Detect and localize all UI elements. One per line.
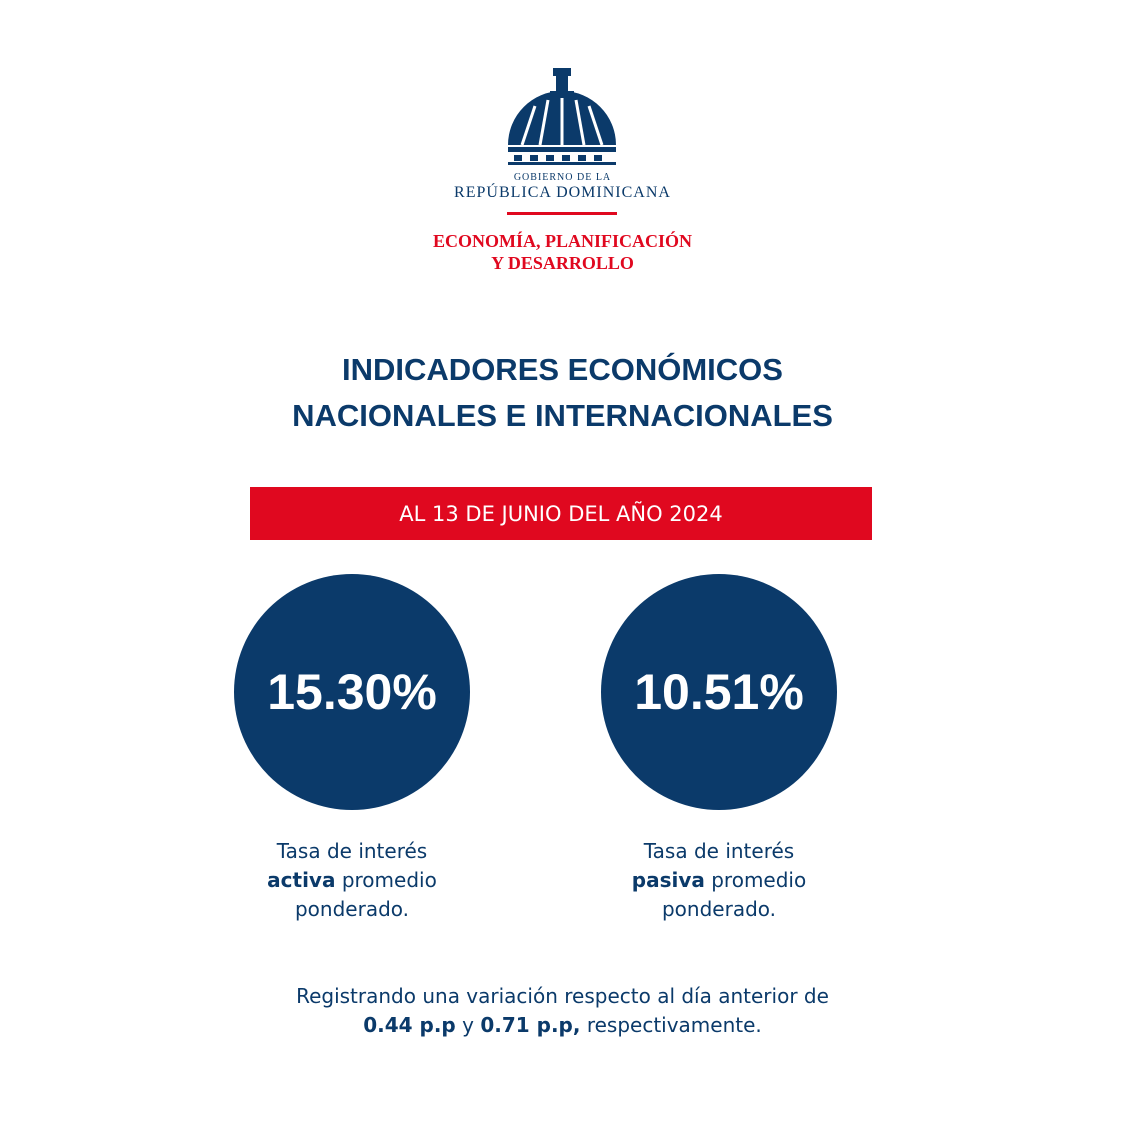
footer: Registrando una variación respecto al dí…: [0, 982, 1125, 1040]
logo-line1: GOBIERNO DE LA: [513, 172, 612, 183]
caption-line: Tasa de interés: [276, 839, 428, 863]
footer-text: y: [462, 1013, 474, 1037]
footer-bold: 0.44 p.p: [363, 1013, 456, 1037]
ministry-line1: ECONOMÍA, PLANIFICACIÓN: [432, 231, 692, 251]
indicator-caption: Tasa de interés pasiva promedio ponderad…: [569, 837, 869, 924]
caption-bold: pasiva: [631, 868, 705, 892]
caption-bold: activa: [267, 868, 336, 892]
logo-line2: REPÚBLICA DOMINICANA: [454, 184, 671, 201]
indicator-value: 15.30%: [267, 664, 437, 720]
title-line2: NACIONALES E INTERNACIONALES: [292, 398, 833, 433]
caption-line: activa promedio: [202, 866, 502, 895]
caption-text: promedio: [711, 868, 807, 892]
indicator-value: 10.51%: [634, 664, 804, 720]
caption-line: Tasa de interés: [643, 839, 795, 863]
footer-bold: 0.71 p.p,: [480, 1013, 581, 1037]
date-text: AL 13 DE JUNIO DEL AÑO 2024: [399, 501, 723, 526]
caption-text: promedio: [341, 868, 437, 892]
indicator-circle: 15.30%: [234, 574, 470, 810]
dome-logo: [507, 68, 617, 215]
caption-line: pasiva promedio: [569, 866, 869, 895]
caption-line: ponderado.: [294, 897, 410, 921]
ministry-line2: Y DESARROLLO: [491, 253, 634, 273]
indicator-caption: Tasa de interés activa promedio ponderad…: [202, 837, 502, 924]
footer-line: 0.44 p.p y 0.71 p.p, respectivamente.: [0, 1011, 1125, 1040]
footer-text: respectivamente.: [586, 1013, 762, 1037]
indicator-circle: 10.51%: [601, 574, 837, 810]
footer-line: Registrando una variación respecto al dí…: [296, 984, 829, 1008]
title-line1: INDICADORES ECONÓMICOS: [342, 352, 783, 387]
date-banner: AL 13 DE JUNIO DEL AÑO 2024: [250, 487, 872, 540]
caption-line: ponderado.: [661, 897, 777, 921]
